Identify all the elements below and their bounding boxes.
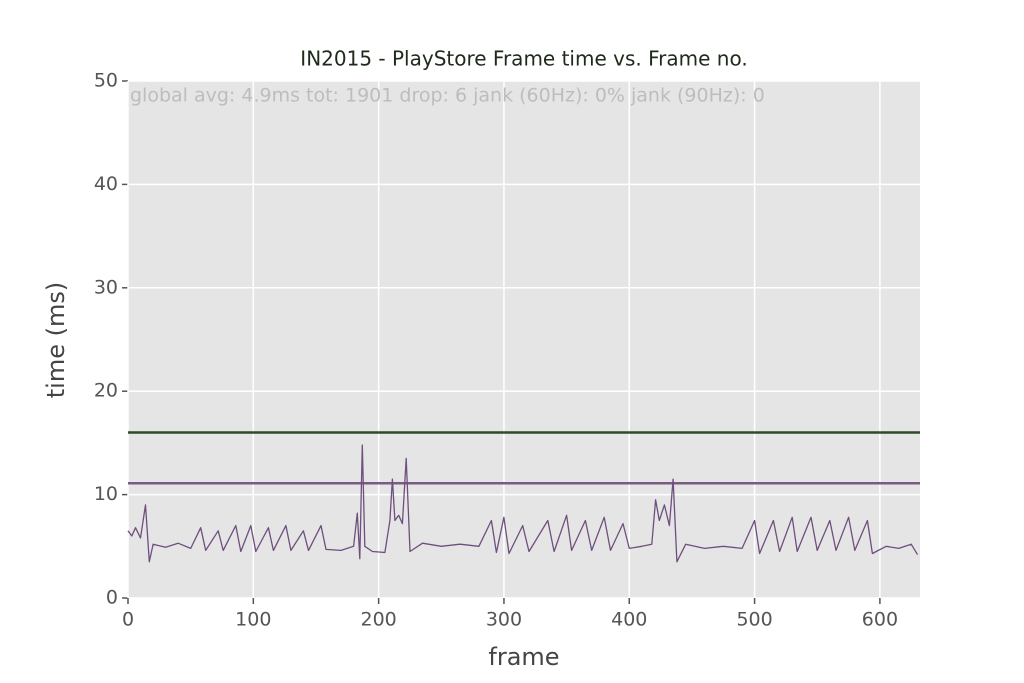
y-axis-label: time (ms) [42,282,70,398]
y-tick-label: 40 [94,173,118,195]
chart-title: IN2015 - PlayStore Frame time vs. Frame … [300,47,747,71]
series-line [127,444,919,563]
x-axis-label: frame [488,643,559,671]
y-tick-label: 20 [94,380,118,402]
x-tick-label: 600 [862,609,898,631]
x-tick-label: 100 [235,609,271,631]
annotation: global avg: 4.9ms tot: 1901 drop: 6 jank… [130,85,765,107]
x-tick-label: 0 [122,609,134,631]
y-tick-label: 50 [94,70,118,92]
x-tick-label: 500 [736,609,772,631]
y-tick-label: 10 [94,483,118,505]
y-tick-label: 30 [94,276,118,298]
plot-area [128,81,920,598]
x-tick-label: 200 [361,609,397,631]
x-tick-label: 400 [611,609,647,631]
y-tick-label: 0 [106,587,118,609]
x-tick-label: 300 [486,609,522,631]
